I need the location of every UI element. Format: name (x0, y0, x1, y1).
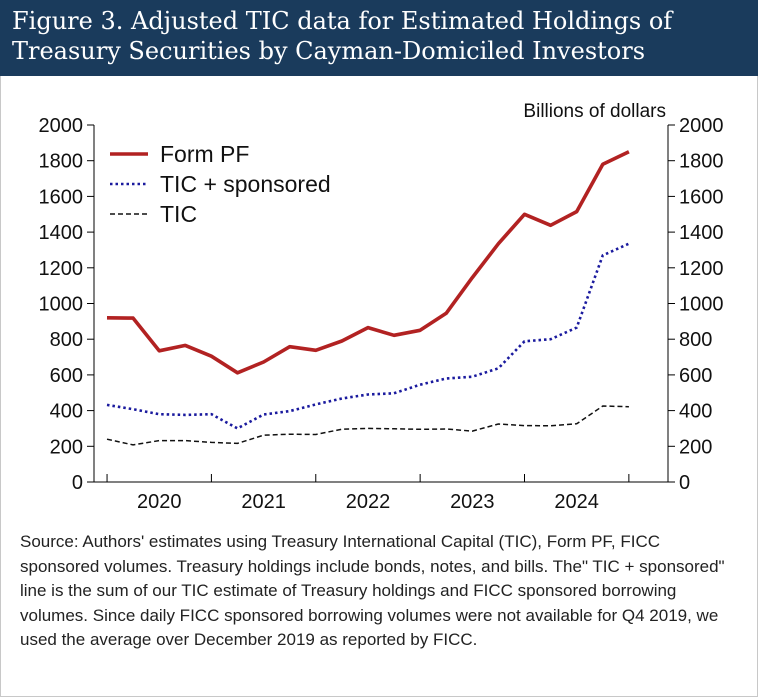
figure-caption: Source: Authors' estimates using Treasur… (20, 532, 725, 649)
y-tick-label-right: 600 (679, 365, 712, 387)
y-tick-label-right: 1400 (679, 222, 724, 244)
line-chart: 0 0 200 200 400 400 600 600 800 800 1000 1000 1200 12… (39, 101, 724, 513)
x-tick-label: 2020 (137, 491, 182, 513)
x-tick-label: 2024 (554, 491, 599, 513)
y-tick-label-left: 2000 (39, 115, 84, 137)
y-tick-label-right: 1600 (679, 186, 724, 208)
y-tick-label-left: 1200 (39, 258, 84, 280)
y-tick-label-right: 200 (679, 436, 712, 458)
y-tick-label-right: 800 (679, 329, 712, 351)
y-tick-label-left: 800 (50, 329, 83, 351)
y-tick-label-right: 1200 (679, 258, 724, 280)
y-axis-unit-label: Billions of dollars (523, 101, 666, 122)
x-tick-label: 2022 (346, 491, 391, 513)
x-tick-label: 2021 (241, 491, 286, 513)
y-tick-label-right: 1800 (679, 151, 724, 173)
y-tick-label-left: 600 (50, 365, 83, 387)
y-tick-label-right: 2000 (679, 115, 724, 137)
y-tick-label-left: 1800 (39, 151, 84, 173)
y-tick-label-left: 1000 (39, 294, 84, 316)
y-tick-label-right: 0 (679, 472, 690, 494)
y-tick-label-left: 400 (50, 401, 83, 423)
legend-label: TIC (160, 201, 197, 227)
figure-title: Figure 3. Adjusted TIC data for Estimate… (12, 7, 673, 65)
title-bar: Figure 3. Adjusted TIC data for Estimate… (0, 0, 758, 76)
y-tick-label-left: 1600 (39, 186, 84, 208)
series-line-tic (106, 405, 629, 446)
legend-label: Form PF (160, 141, 249, 167)
y-tick-label-right: 1000 (679, 294, 724, 316)
x-tick-label: 2023 (450, 491, 495, 513)
y-tick-label-left: 1400 (39, 222, 84, 244)
series-line-form-pf (106, 150, 630, 375)
legend-label: TIC + sponsored (160, 171, 331, 197)
y-tick-label-left: 0 (72, 472, 83, 494)
series-line-tic-sponsored (106, 242, 630, 430)
y-tick-label-right: 400 (679, 401, 712, 423)
y-tick-label-left: 200 (50, 436, 83, 458)
